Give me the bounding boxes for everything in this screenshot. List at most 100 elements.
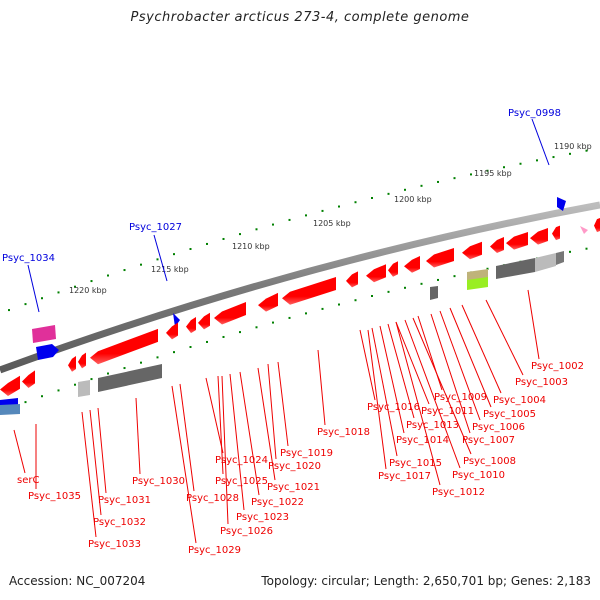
- rna-feature[interactable]: [173, 313, 180, 327]
- gene-arrow[interactable]: [552, 225, 560, 241]
- gene-arrow[interactable]: [90, 328, 158, 365]
- gene-label-reverse[interactable]: Psyc_1007: [462, 435, 515, 446]
- gene-label-reverse[interactable]: Psyc_1030: [132, 476, 185, 487]
- gene-label-reverse[interactable]: Psyc_1016: [367, 402, 420, 413]
- gene-label-reverse[interactable]: Psyc_1021: [267, 482, 320, 493]
- gene-label-reverse[interactable]: Psyc_1032: [93, 517, 146, 528]
- tick-mark: [321, 307, 324, 310]
- gene-arrow[interactable]: [426, 248, 454, 268]
- gene-label-reverse[interactable]: Psyc_1028: [186, 493, 239, 504]
- gene-arrow[interactable]: [22, 370, 35, 389]
- rna-feature[interactable]: [36, 344, 59, 360]
- misc-feature[interactable]: [32, 325, 56, 343]
- gene-label-reverse[interactable]: serC: [17, 475, 39, 486]
- region-block[interactable]: [78, 380, 90, 397]
- tick-mark: [74, 383, 76, 386]
- leader-line: [371, 327, 398, 457]
- rna-feature[interactable]: [557, 197, 566, 211]
- gene-arrow[interactable]: [594, 218, 600, 233]
- gene-label-reverse[interactable]: Psyc_1017: [378, 471, 431, 482]
- gene-label-reverse[interactable]: Psyc_1018: [317, 427, 370, 438]
- leader-line: [439, 310, 481, 421]
- gene-label-reverse[interactable]: Psyc_1023: [236, 512, 289, 523]
- gene-label-reverse[interactable]: Psyc_1025: [215, 476, 268, 487]
- region-block[interactable]: [535, 253, 556, 272]
- tick-mark: [387, 290, 390, 293]
- leader-line: [267, 363, 277, 460]
- gene-arrow[interactable]: [78, 352, 86, 369]
- tick-mark: [453, 177, 456, 180]
- gene-label-reverse[interactable]: Psyc_1029: [188, 545, 241, 556]
- gene-label-reverse[interactable]: Psyc_1022: [251, 497, 304, 508]
- gene-label-reverse[interactable]: Psyc_1013: [406, 420, 459, 431]
- gene-label-reverse[interactable]: Psyc_1035: [28, 491, 81, 502]
- gene-label-reverse[interactable]: Psyc_1014: [396, 435, 449, 446]
- scale-label: 1215 kbp: [151, 265, 189, 274]
- gene-label-reverse[interactable]: Psyc_1019: [280, 448, 333, 459]
- gene-label-forward[interactable]: Psyc_1027: [129, 222, 182, 233]
- tick-mark: [24, 401, 27, 404]
- gene-arrow[interactable]: [166, 322, 178, 340]
- gene-arrow[interactable]: [68, 356, 76, 372]
- tick-mark: [123, 269, 126, 272]
- gene-label-reverse[interactable]: Psyc_1033: [88, 539, 141, 550]
- gene-label-reverse[interactable]: Psyc_1004: [493, 395, 546, 406]
- leader-line: [395, 321, 441, 486]
- gene-label-reverse[interactable]: Psyc_1002: [531, 361, 584, 372]
- region-block[interactable]: [496, 258, 535, 279]
- gene-label-reverse[interactable]: Psyc_1005: [483, 409, 536, 420]
- gene-label-reverse[interactable]: Psyc_1020: [268, 461, 321, 472]
- gene-label-reverse[interactable]: Psyc_1006: [472, 422, 525, 433]
- tick-mark: [123, 367, 126, 370]
- gene-arrow[interactable]: [506, 231, 528, 250]
- misc-feature[interactable]: [580, 226, 588, 234]
- tick-mark: [486, 169, 489, 172]
- region-block[interactable]: [430, 286, 438, 300]
- tick-mark: [272, 321, 274, 324]
- tick-mark: [140, 361, 142, 364]
- tick-mark: [470, 173, 472, 176]
- gene-label-reverse[interactable]: Psyc_1009: [434, 392, 487, 403]
- scale-label: 1220 kbp: [69, 286, 107, 295]
- tick-mark: [24, 303, 27, 306]
- gene-arrow[interactable]: [462, 241, 482, 260]
- leader-line: [135, 397, 141, 475]
- region-block[interactable]: [0, 404, 20, 415]
- gene-label-forward[interactable]: Psyc_0998: [508, 108, 561, 119]
- region-block[interactable]: [467, 277, 488, 290]
- gene-arrow[interactable]: [366, 264, 386, 283]
- tick-mark: [107, 274, 109, 277]
- gene-arrow[interactable]: [530, 227, 548, 245]
- gene-label-reverse[interactable]: Psyc_1003: [515, 377, 568, 388]
- gene-arrow[interactable]: [0, 375, 20, 396]
- tick-mark: [453, 275, 456, 278]
- tick-mark: [354, 201, 357, 204]
- gene-label-reverse[interactable]: Psyc_1008: [463, 456, 516, 467]
- tick-mark: [387, 192, 390, 195]
- gene-arrow[interactable]: [186, 317, 196, 334]
- gene-arrow[interactable]: [388, 261, 398, 277]
- tick-mark: [255, 228, 258, 231]
- gene-arrow[interactable]: [404, 255, 420, 273]
- gene-label-reverse[interactable]: Psyc_1012: [432, 487, 485, 498]
- leader-line: [412, 317, 472, 455]
- gene-arrow[interactable]: [214, 302, 246, 325]
- gene-label-reverse[interactable]: Psyc_1026: [220, 526, 273, 537]
- gene-label-forward[interactable]: Psyc_1034: [2, 253, 55, 264]
- leader-line: [531, 118, 550, 166]
- gene-arrow[interactable]: [346, 271, 358, 288]
- gene-label-reverse[interactable]: Psyc_1024: [215, 455, 268, 466]
- gene-label-reverse[interactable]: Psyc_1010: [452, 470, 505, 481]
- gene-label-reverse[interactable]: Psyc_1011: [421, 406, 474, 417]
- gene-arrow[interactable]: [490, 237, 504, 254]
- leader-line: [387, 323, 415, 419]
- gene-label-reverse[interactable]: Psyc_1015: [389, 458, 442, 469]
- gene-arrow[interactable]: [282, 277, 336, 305]
- gene-arrow[interactable]: [198, 312, 210, 330]
- genome-backbone: [0, 201, 600, 374]
- gene-arrow[interactable]: [258, 292, 278, 312]
- leader-line: [367, 329, 387, 470]
- region-block[interactable]: [556, 251, 564, 265]
- gene-label-reverse[interactable]: Psyc_1031: [98, 495, 151, 506]
- region-block[interactable]: [98, 364, 162, 392]
